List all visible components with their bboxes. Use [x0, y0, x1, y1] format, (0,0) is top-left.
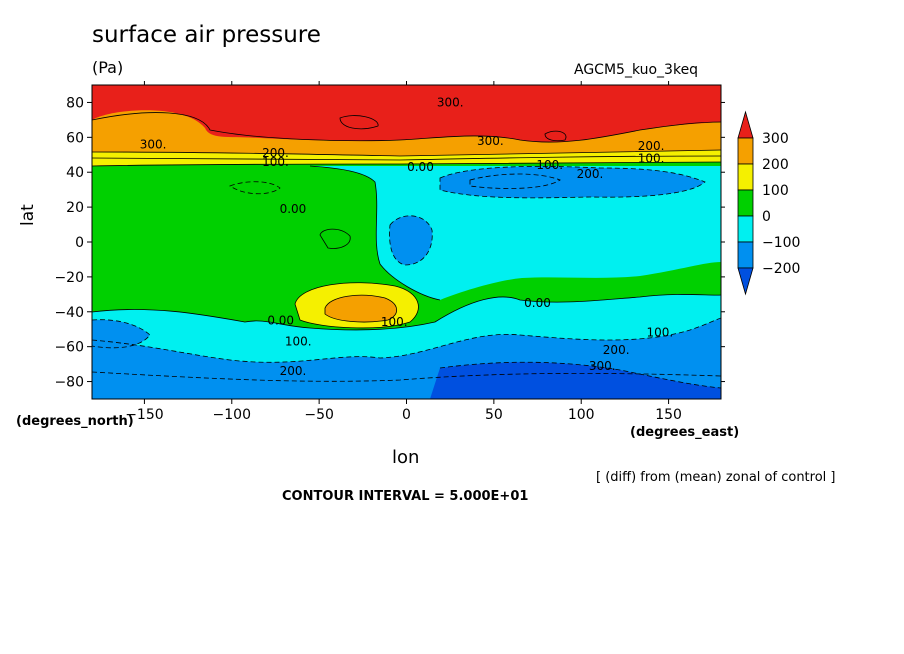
contour-labels: 300.300. 300.200.100.200.100.0.00 100.200.…	[140, 95, 673, 378]
colorbar-label: 200	[762, 157, 789, 173]
y-tick-label: −40	[54, 305, 84, 321]
y-tick-label: 0	[75, 235, 84, 251]
contour-line	[92, 149, 721, 157]
x-axis-label: lon	[392, 447, 420, 468]
contour-line	[92, 371, 721, 382]
y-axis-unit: (degrees_north)	[16, 414, 134, 429]
colorbar-segment	[737, 241, 754, 269]
contour-label: 200.	[577, 167, 604, 181]
negative-contour-lines	[92, 165, 721, 389]
fill-antarctic-deep-blue	[430, 362, 721, 399]
contour-interval-label: CONTOUR INTERVAL = 5.000E+01	[282, 489, 529, 504]
contour-fills	[92, 85, 721, 399]
colorbar: 300 200 100 0 −100 −200	[737, 110, 800, 296]
x-tick-label: 150	[655, 407, 682, 423]
contour-label: 100.	[638, 151, 665, 165]
y-tick-label: 40	[66, 165, 84, 181]
contour-line	[544, 130, 567, 142]
contour-label: 200.	[603, 343, 630, 357]
contour-line	[319, 228, 351, 249]
colorbar-segment	[737, 110, 754, 139]
contour-lines	[92, 112, 721, 331]
fill-south-orange	[325, 295, 397, 322]
contour-line	[92, 112, 721, 143]
contour-label: 0.00	[267, 314, 294, 328]
contour-label: 300.	[477, 134, 504, 148]
contour-line	[229, 181, 281, 195]
x-axis: −150 −100 −50 0 50 100 150	[125, 81, 682, 423]
contour-label: 200.	[262, 146, 289, 160]
contour-line	[439, 165, 706, 199]
colorbar-label: −100	[762, 235, 800, 251]
colorbar-segment	[737, 215, 754, 243]
contour-line	[309, 165, 441, 301]
contour-line	[92, 161, 721, 167]
fill-southwest-blue	[92, 319, 150, 348]
y-tick-label: −20	[54, 270, 84, 286]
x-tick-label: 100	[568, 407, 595, 423]
contour-line	[389, 215, 433, 266]
contour-line	[92, 317, 721, 363]
contour-line	[92, 155, 721, 161]
contour-label: 100.	[262, 155, 289, 169]
y-axis: −80 −60 −40 −20 0 20 40 60 80	[54, 95, 725, 391]
colorbar-segment	[737, 267, 754, 296]
colorbar-label: 100	[762, 183, 789, 199]
y-tick-label: −60	[54, 340, 84, 356]
colorbar-segment	[737, 137, 754, 165]
colorbar-label: −200	[762, 261, 800, 277]
colorbar-label: 300	[762, 131, 789, 147]
colorbar-segment	[737, 163, 754, 191]
chart-units: (Pa)	[92, 58, 124, 77]
contour-line	[294, 282, 419, 329]
fill-central-blue	[389, 215, 433, 265]
contour-line	[339, 115, 379, 130]
contour-label: 300.	[437, 95, 464, 109]
contour-label: 0.00	[280, 202, 307, 216]
contour-label: 200.	[638, 139, 665, 153]
contour-label: 300.	[589, 359, 616, 373]
contour-label: 0.00	[524, 296, 551, 310]
x-axis-unit: (degrees_east)	[630, 425, 740, 440]
x-tick-label: −100	[213, 407, 251, 423]
y-tick-label: −80	[54, 375, 84, 391]
contour-label: 200.	[280, 364, 307, 378]
contour-line	[439, 361, 721, 389]
contour-label: 0.00	[407, 160, 434, 174]
contour-label: 100.	[646, 326, 673, 340]
y-tick-label: 20	[66, 200, 84, 216]
experiment-label: AGCM5_kuo_3keq	[574, 62, 699, 78]
x-tick-label: 0	[402, 407, 411, 423]
contour-label: 100.	[285, 334, 312, 348]
fill-north-red	[92, 85, 721, 143]
contour-label: 300.	[140, 137, 167, 151]
fill-western-green	[92, 206, 368, 290]
x-tick-label: 50	[485, 407, 503, 423]
contour-line	[92, 294, 721, 331]
x-tick-label: −50	[304, 407, 334, 423]
colorbar-label: 0	[762, 209, 771, 225]
contour-label: 100.	[536, 158, 563, 172]
colorbar-segment	[737, 189, 754, 217]
chart-title: surface air pressure	[92, 22, 321, 48]
contour-line	[469, 173, 561, 189]
y-tick-label: 80	[66, 95, 84, 111]
x-tick-label: −150	[125, 407, 163, 423]
diff-note: [ (diff) from (mean) zonal of control ]	[596, 470, 836, 485]
contour-line	[324, 294, 398, 323]
y-tick-label: 60	[66, 130, 84, 146]
contour-label: 100.	[381, 315, 408, 329]
